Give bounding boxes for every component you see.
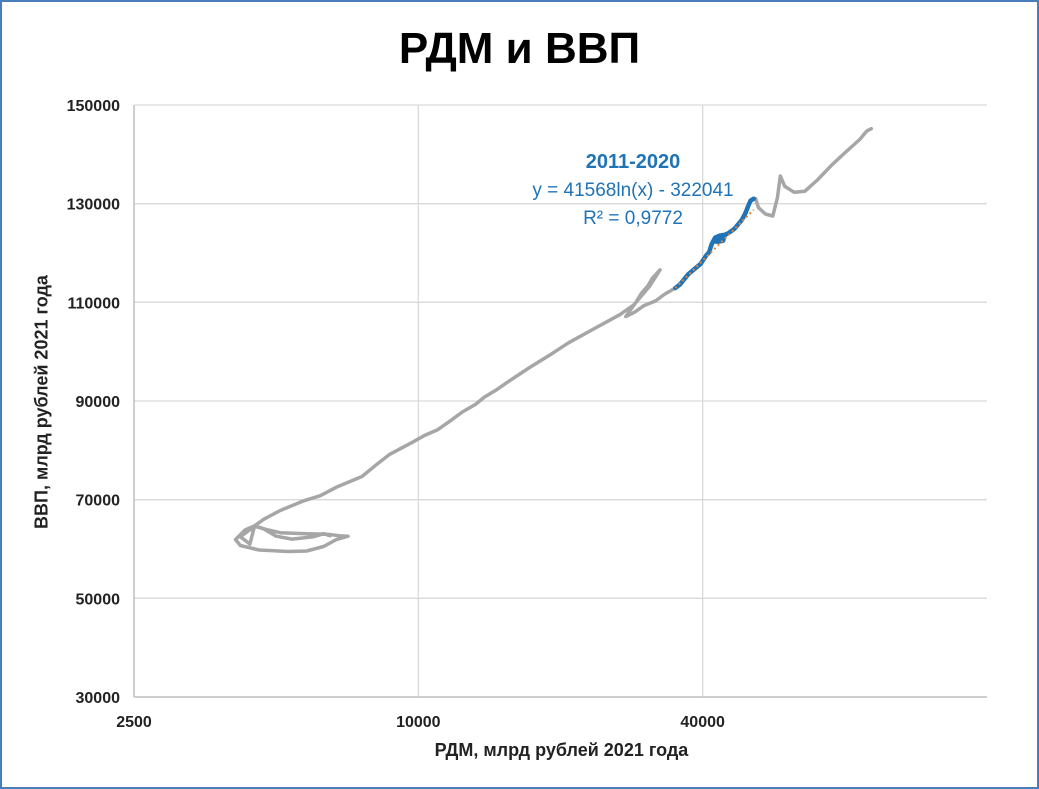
x-tick-label: 2500 (116, 714, 152, 731)
x-tick-label: 10000 (396, 714, 441, 731)
gridlines (134, 104, 987, 697)
tick-labels: 30000 50000 70000 90000 110000 130000 150000 25… (67, 98, 725, 731)
trendline-annotation: 2011-2020 y = 41568ln(x) - 322041 R² = 0… (532, 151, 733, 229)
y-tick-label: 130000 (67, 197, 120, 214)
annotation-period: 2011-2020 (586, 151, 681, 173)
x-axis-label: РДМ, млрд рублей 2021 года (434, 740, 689, 760)
x-tick-label: 40000 (680, 714, 725, 731)
y-tick-label: 150000 (67, 98, 120, 115)
chart-title: РДМ и ВВП (398, 24, 641, 73)
y-tick-label: 90000 (76, 394, 121, 411)
y-tick-label: 50000 (76, 591, 121, 608)
y-tick-label: 110000 (67, 295, 120, 312)
data-series (233, 126, 874, 554)
y-tick-label: 30000 (76, 690, 121, 707)
y-axis-label: ВВП, млрд рублей 2021 года (31, 275, 52, 529)
axes (133, 105, 987, 698)
annotation-r-squared: R² = 0,9772 (583, 208, 683, 229)
trendline-layer (674, 208, 755, 289)
series-line-gray (751, 126, 874, 218)
annotation-equation: y = 41568ln(x) - 322041 (532, 180, 733, 201)
log-trendline (674, 208, 755, 289)
y-tick-label: 70000 (76, 493, 121, 510)
series-line-2011-2020 (673, 196, 756, 291)
series-line-gray (233, 268, 678, 554)
